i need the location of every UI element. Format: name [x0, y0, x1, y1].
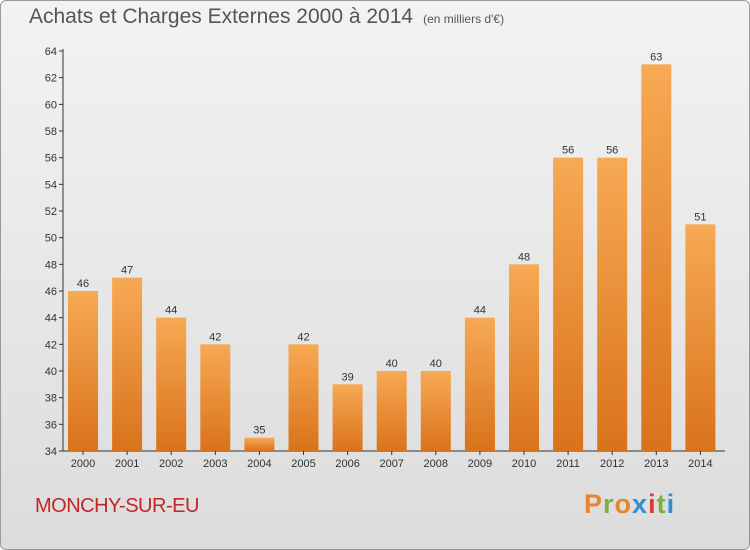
x-tick-label: 2009: [468, 458, 492, 470]
x-tick-label: 2011: [556, 458, 580, 470]
logo-letter: x: [632, 489, 649, 519]
proxiti-logo: Proxiti: [584, 489, 675, 520]
bar: [597, 157, 628, 451]
bar: [420, 371, 451, 451]
y-tick-label: 50: [45, 233, 57, 245]
y-tick-label: 36: [45, 419, 57, 431]
bar: [553, 157, 584, 451]
data-label: 51: [694, 211, 706, 223]
data-label: 46: [77, 278, 89, 290]
location-name: MONCHY-SUR-EU: [35, 495, 199, 517]
y-tick-label: 38: [45, 393, 57, 405]
y-tick-label: 52: [45, 206, 57, 218]
logo-letter: o: [614, 489, 633, 519]
y-tick-label: 44: [45, 313, 57, 325]
data-label: 39: [341, 371, 353, 383]
logo-letter: P: [584, 489, 604, 519]
bar: [464, 317, 495, 451]
y-tick-label: 48: [45, 259, 57, 271]
x-tick-label: 2005: [291, 458, 315, 470]
x-tick-label: 2003: [203, 458, 227, 470]
x-tick-label: 2012: [600, 458, 624, 470]
data-label: 56: [562, 145, 574, 157]
logo-letter: t: [656, 489, 667, 519]
x-tick-label: 2000: [71, 458, 95, 470]
data-label: 40: [386, 358, 398, 370]
bar: [112, 277, 143, 451]
data-label: 47: [121, 265, 133, 277]
x-tick-label: 2002: [159, 458, 183, 470]
x-tick-label: 2006: [335, 458, 359, 470]
y-tick-label: 46: [45, 286, 57, 298]
chart-units: (en milliers d'€): [423, 12, 505, 26]
chart-title: Achats et Charges Externes 2000 à 2014 (e…: [29, 5, 504, 29]
y-tick-label: 58: [45, 126, 57, 138]
data-label: 42: [209, 331, 221, 343]
y-tick-label: 34: [45, 446, 57, 458]
bar: [509, 264, 539, 451]
data-label: 56: [606, 145, 618, 157]
y-tick-label: 42: [45, 339, 57, 351]
data-label: 48: [518, 251, 530, 263]
bar: [288, 344, 319, 451]
bar: [641, 64, 672, 452]
logo-letter: i: [648, 489, 657, 519]
y-tick-label: 64: [45, 46, 57, 58]
x-tick-label: 2013: [644, 458, 668, 470]
x-tick-label: 2007: [379, 458, 403, 470]
bar: [68, 291, 98, 451]
data-label: 63: [650, 51, 662, 63]
bar: [244, 437, 275, 451]
data-label: 44: [165, 305, 177, 317]
bar: [332, 384, 363, 451]
bar: [376, 371, 407, 451]
bar: [156, 317, 187, 451]
chart-title-text: Achats et Charges Externes 2000 à 2014: [29, 5, 414, 28]
bar: [685, 224, 716, 451]
x-tick-label: 2014: [688, 458, 712, 470]
data-label: 40: [430, 358, 442, 370]
y-tick-label: 60: [45, 99, 57, 111]
data-label: 44: [474, 305, 486, 317]
y-tick-label: 40: [45, 366, 57, 378]
y-tick-label: 56: [45, 153, 57, 165]
data-label: 42: [297, 331, 309, 343]
y-tick-label: 62: [45, 73, 57, 85]
x-tick-label: 2010: [512, 458, 536, 470]
bar: [200, 344, 231, 451]
logo-letter: r: [603, 489, 615, 519]
x-tick-label: 2008: [424, 458, 448, 470]
logo-letter: i: [666, 489, 676, 519]
x-tick-label: 2004: [247, 458, 271, 470]
y-tick-label: 54: [45, 179, 57, 191]
data-label: 35: [253, 425, 265, 437]
chart-labels: 2000 46 2001 47 2002 44 2003 42 2004 35 2005 42 2006…: [71, 51, 713, 470]
chart-bars: [68, 64, 716, 452]
x-tick-label: 2001: [115, 458, 139, 470]
